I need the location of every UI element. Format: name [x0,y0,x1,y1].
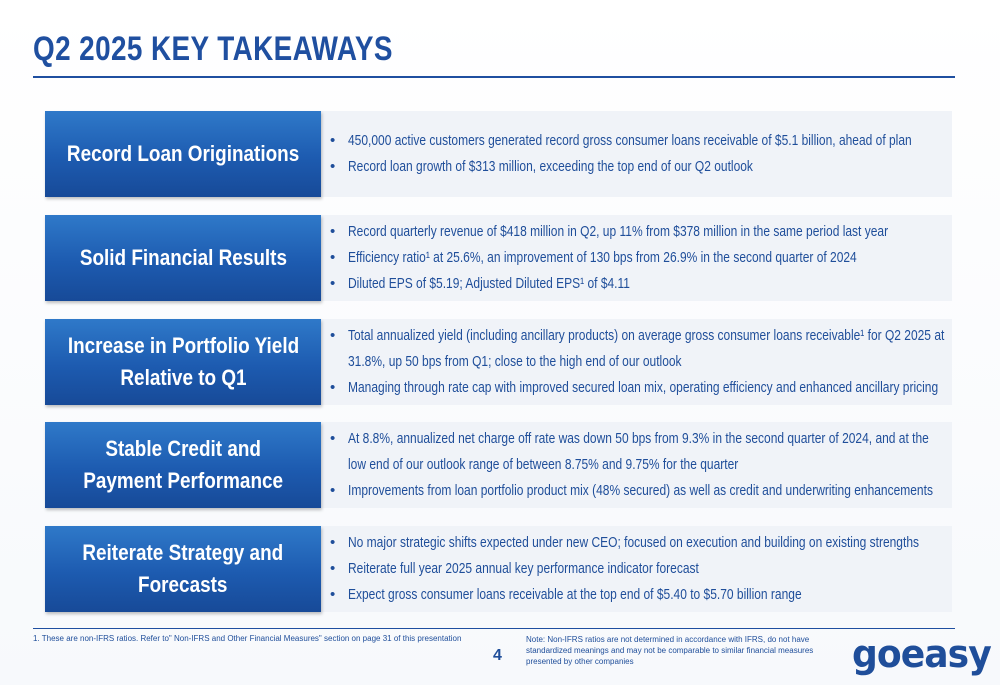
bullet-text: Total annualized yield (including ancill… [348,327,945,370]
bullet-text: Reiterate full year 2025 annual key perf… [348,560,699,577]
takeaway-row-financial-results: Solid Financial Results Record quarterly… [45,215,952,301]
takeaway-label: Reiterate Strategy and Forecasts [45,526,321,612]
bullet-text: Efficiency ratio¹ at 25.6%, an improveme… [348,249,857,266]
bullet-item: No major strategic shifts expected under… [330,530,950,556]
bullet-text: Expect gross consumer loans receivable a… [348,586,802,603]
goeasy-logo: goeasy [852,632,992,676]
bullet-item: Diluted EPS of $5.19; Adjusted Diluted E… [330,271,950,297]
bullet-item: Efficiency ratio¹ at 25.6%, an improveme… [330,245,950,271]
bullet-item: Total annualized yield (including ancill… [330,323,950,375]
bullet-text: 450,000 active customers generated recor… [348,132,912,149]
bullet-list: Record quarterly revenue of $418 million… [330,215,950,301]
takeaway-label: Solid Financial Results [45,215,321,301]
bullet-list: Total annualized yield (including ancill… [330,319,950,405]
takeaway-row-credit-performance: Stable Credit and Payment Performance At… [45,422,952,508]
bullet-text: No major strategic shifts expected under… [348,534,919,551]
takeaway-label-text: Increase in Portfolio Yield Relative to … [67,333,299,390]
bullet-item: Record quarterly revenue of $418 million… [330,219,950,245]
page-title: Q2 2025 KEY TAKEAWAYS [33,30,393,68]
takeaway-label: Record Loan Originations [45,111,321,197]
bullet-text: Diluted EPS of $5.19; Adjusted Diluted E… [348,275,630,292]
footnote: 1. These are non-IFRS ratios. Refer to" … [33,634,462,643]
page-number: 4 [493,647,502,664]
takeaway-label: Increase in Portfolio Yield Relative to … [45,319,321,405]
takeaway-label: Stable Credit and Payment Performance [45,422,321,508]
takeaway-row-loan-originations: Record Loan Originations 450,000 active … [45,111,952,197]
bullet-item: At 8.8%, annualized net charge off rate … [330,426,950,478]
takeaway-row-portfolio-yield: Increase in Portfolio Yield Relative to … [45,319,952,405]
takeaway-label-text: Reiterate Strategy and Forecasts [82,540,284,597]
bullet-item: 450,000 active customers generated recor… [330,128,950,154]
takeaway-label-text: Solid Financial Results [79,245,287,270]
disclaimer-note: Note: Non-IFRS ratios are not determined… [526,635,814,666]
bullet-item: Improvements from loan portfolio product… [330,478,950,504]
bullet-item: Managing through rate cap with improved … [330,375,950,401]
bullet-item: Record loan growth of $313 million, exce… [330,154,950,180]
footer-divider [33,628,955,629]
bullet-item: Expect gross consumer loans receivable a… [330,582,950,608]
bullet-text: Record loan growth of $313 million, exce… [348,158,753,175]
bullet-text: Improvements from loan portfolio product… [348,482,933,499]
bullet-item: Reiterate full year 2025 annual key perf… [330,556,950,582]
bullet-text: Managing through rate cap with improved … [348,379,939,396]
bullet-list: No major strategic shifts expected under… [330,526,950,612]
bullet-list: At 8.8%, annualized net charge off rate … [330,422,950,508]
takeaway-label-text: Stable Credit and Payment Performance [83,436,283,493]
title-divider [33,76,955,78]
takeaway-row-strategy-forecasts: Reiterate Strategy and Forecasts No majo… [45,526,952,612]
takeaway-label-text: Record Loan Originations [66,141,300,166]
bullet-list: 450,000 active customers generated recor… [330,111,950,197]
bullet-text: Record quarterly revenue of $418 million… [348,223,889,240]
bullet-text: At 8.8%, annualized net charge off rate … [348,430,929,473]
